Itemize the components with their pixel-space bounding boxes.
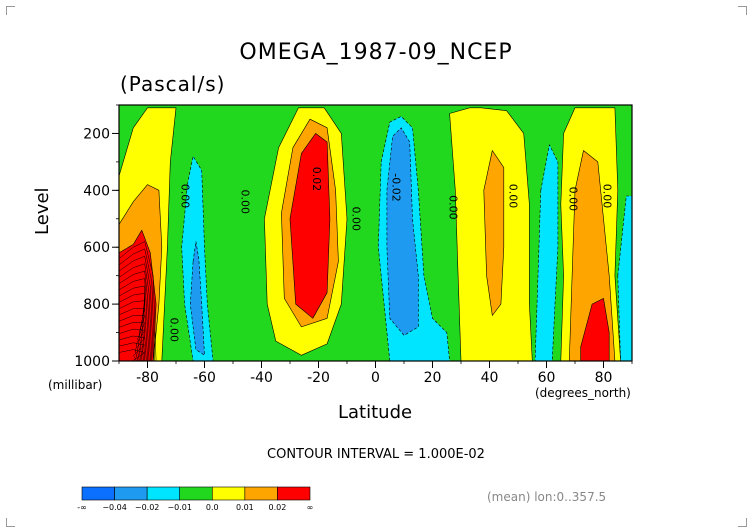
x-axis-unit: (degrees_north) <box>535 386 631 400</box>
polar-contour-line <box>119 285 148 361</box>
contour-layer <box>119 107 632 361</box>
polar-contour-line <box>119 278 150 361</box>
y-tick-label: 600 <box>83 240 110 256</box>
corner-mark-tr <box>738 6 747 15</box>
contour-label: 0.00 <box>601 184 614 209</box>
x-tick-label: 20 <box>424 370 442 386</box>
polar-contour-line <box>119 307 146 361</box>
polar-contour-line <box>119 263 153 361</box>
y-tick-label: 800 <box>83 297 110 313</box>
x-tick-label: -60 <box>193 370 216 386</box>
polar-contour-line <box>119 255 154 361</box>
contour-label: 0.00 <box>167 317 180 342</box>
x-tick-label: 80 <box>595 370 613 386</box>
longitude-range-note: (mean) lon:0..357.5 <box>487 490 607 504</box>
contour-label: 0.00 <box>566 187 579 212</box>
contour-region <box>617 195 632 361</box>
polar-contour-line <box>119 342 146 361</box>
contour-label: -0.02 <box>390 173 403 201</box>
contour-label: 0.02 <box>310 167 323 192</box>
corner-mark-bl <box>6 518 15 527</box>
corner-mark-tl <box>6 6 15 15</box>
contour-region <box>289 133 331 319</box>
x-tick-label: 0 <box>371 370 380 386</box>
contour-label: 0.00 <box>350 207 363 232</box>
contour-region <box>386 127 419 336</box>
polar-contour-line <box>119 300 146 361</box>
contour-label: 0.00 <box>239 189 252 214</box>
contour-interval-text: CONTOUR INTERVAL = 1.000E-02 <box>267 447 485 462</box>
contour-label: 0.00 <box>447 195 460 220</box>
x-tick-label: -80 <box>136 370 159 386</box>
polar-contour-line <box>119 322 146 361</box>
polar-contour-line <box>119 241 157 361</box>
polar-contour-line <box>119 248 155 361</box>
chart-title: OMEGA_1987-09_NCEP <box>239 40 513 65</box>
corner-mark-br <box>738 518 747 527</box>
polar-contour-line <box>119 270 151 361</box>
chart-units: (Pascal/s) <box>120 72 226 96</box>
contour-label: 0.00 <box>179 184 192 209</box>
contour-region <box>580 298 610 361</box>
contour-region <box>190 241 205 356</box>
y-axis-unit: (millibar) <box>48 378 103 392</box>
polar-contour-line <box>119 328 146 361</box>
y-tick-label: 200 <box>83 126 110 142</box>
contour-region <box>483 150 505 316</box>
x-tick-label: 40 <box>481 370 499 386</box>
contour-region <box>534 144 559 361</box>
y-tick-label: 400 <box>83 183 110 199</box>
x-axis-label: Latitude <box>338 402 413 423</box>
contour-label: 0.00 <box>506 184 519 209</box>
x-tick-label: 60 <box>538 370 556 386</box>
x-tick-label: -40 <box>250 370 273 386</box>
polar-contour-line <box>119 315 146 361</box>
y-tick-label: 1000 <box>74 354 110 370</box>
polar-contour-line <box>119 349 146 361</box>
x-tick-label: -20 <box>307 370 330 386</box>
